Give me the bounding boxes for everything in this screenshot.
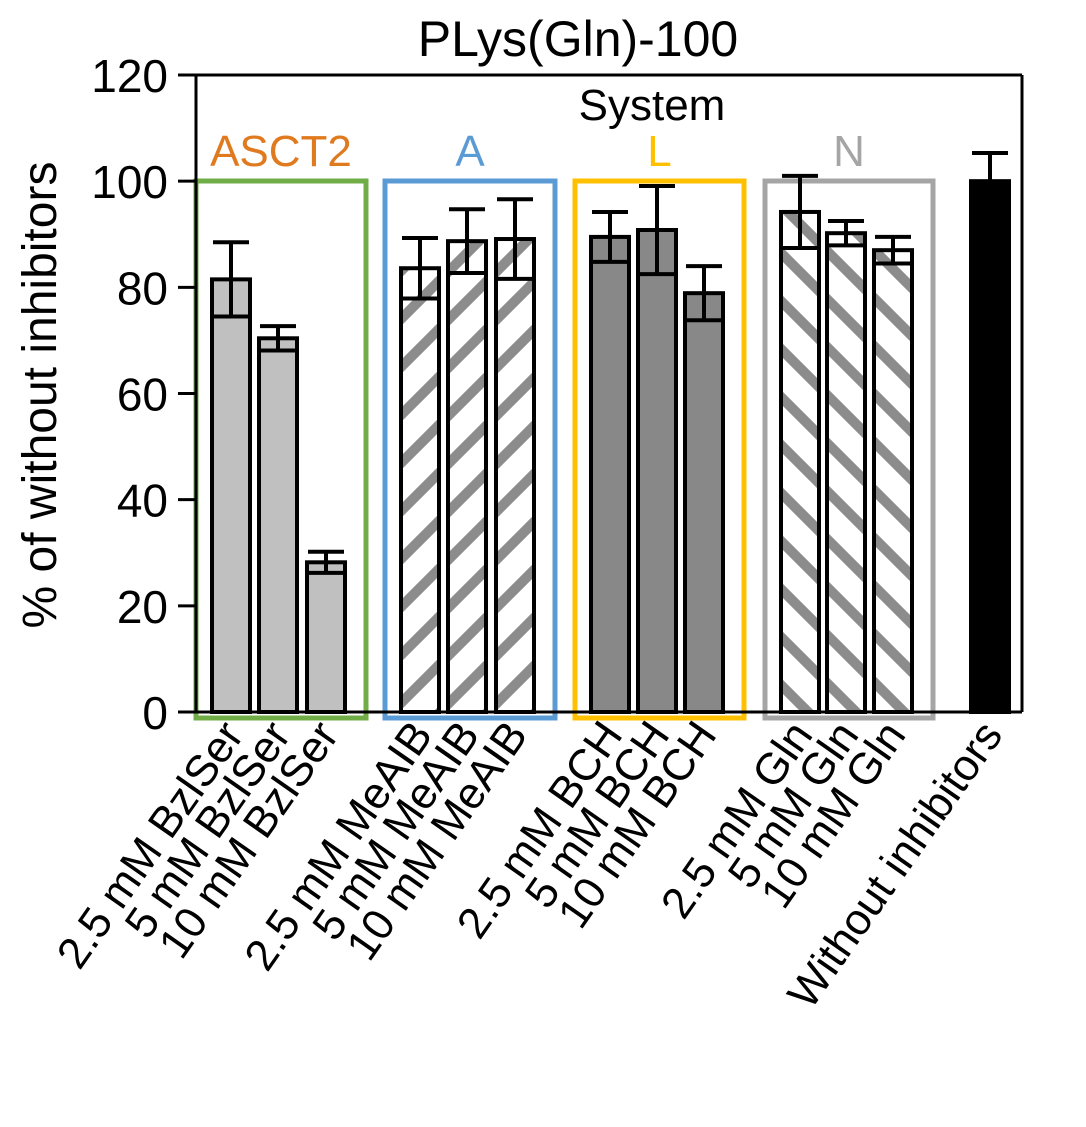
group-label-asct2: ASCT2	[210, 127, 352, 176]
bar	[636, 228, 678, 714]
y-tick-label: 80	[117, 262, 168, 314]
group-box-n	[762, 178, 936, 721]
group-labels: ASCT2 A L N	[210, 127, 865, 176]
y-tick-label: 20	[117, 581, 168, 633]
y-axis-label: % of without inhibitors	[14, 162, 67, 629]
bar	[305, 560, 347, 714]
bar	[257, 336, 299, 714]
group-label-l: L	[647, 127, 671, 176]
bar	[210, 277, 252, 714]
bar	[872, 248, 914, 715]
error-bars	[212, 151, 1009, 575]
bar	[779, 209, 821, 715]
y-tick-label: 0	[142, 687, 168, 739]
bar	[825, 231, 867, 715]
bar	[399, 266, 441, 714]
bar	[683, 291, 725, 714]
y-tick-label: 100	[91, 156, 168, 208]
group-label-a: A	[455, 127, 485, 176]
bar	[969, 179, 1011, 714]
y-tick-label: 60	[117, 369, 168, 421]
bar	[494, 237, 536, 714]
bar	[589, 234, 631, 714]
y-tick-label: 120	[91, 50, 168, 102]
bars	[210, 179, 1011, 715]
group-box-l	[572, 178, 747, 721]
y-tick-label: 40	[117, 475, 168, 527]
y-ticks: 0 20 40 60 80 100 120	[91, 50, 196, 739]
group-box-a	[382, 178, 558, 721]
annotation-system: System	[579, 81, 726, 130]
bar	[446, 239, 488, 714]
group-label-n: N	[833, 127, 865, 176]
chart-title: PLys(Gln)-100	[418, 11, 738, 67]
group-boxes	[193, 178, 936, 721]
